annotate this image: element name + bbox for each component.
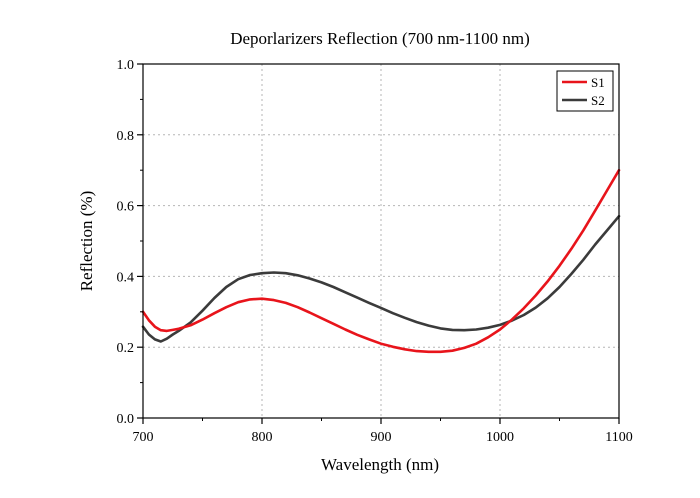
series-line-s1: [141, 168, 621, 354]
legend-label-s1: S1: [591, 75, 605, 90]
legend-label-s2: S2: [591, 93, 605, 108]
x-tick-label: 1000: [486, 430, 514, 445]
x-tick-label: 1100: [605, 430, 632, 445]
y-tick-label: 0.6: [117, 200, 135, 215]
grid: [143, 64, 619, 418]
series-line-s2: [141, 214, 621, 343]
x-tick-label: 900: [371, 430, 392, 445]
chart-title: Deporlarizers Reflection (700 nm-1100 nm…: [230, 29, 530, 48]
legend-box: [556, 70, 614, 112]
x-tick-label: 700: [133, 430, 154, 445]
x-tick-label: 800: [252, 430, 273, 445]
y-tick-label: 0.8: [117, 129, 135, 144]
y-tick-label: 0.4: [117, 270, 135, 285]
series-layer: [141, 168, 621, 354]
ticks: 700 800 900 1000 1100 0.0 0.2 0.4 0.6 0.8 1.0: [117, 58, 633, 445]
y-tick-label: 1.0: [117, 58, 135, 73]
y-tick-label: 0.2: [117, 341, 135, 356]
y-tick-label: 0.0: [117, 412, 135, 427]
x-axis-label: Wavelength (nm): [321, 455, 439, 474]
y-axis-label: Reflection (%): [77, 191, 96, 292]
